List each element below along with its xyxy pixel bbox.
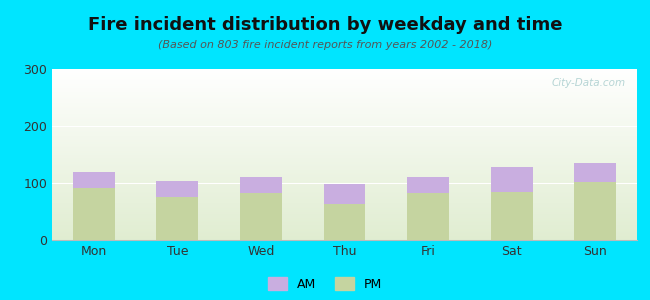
Bar [407, 177, 449, 193]
Text: City-Data.com: City-Data.com [551, 77, 625, 88]
Bar [240, 177, 282, 193]
Bar [575, 163, 616, 182]
Text: Fire incident distribution by weekday and time: Fire incident distribution by weekday an… [88, 16, 562, 34]
Bar [73, 188, 114, 240]
Bar [491, 167, 532, 191]
Bar [73, 172, 114, 188]
Text: (Based on 803 fire incident reports from years 2002 - 2018): (Based on 803 fire incident reports from… [158, 40, 492, 50]
Bar [575, 182, 616, 240]
Bar [324, 204, 365, 240]
Bar [491, 191, 532, 240]
Bar [324, 184, 365, 204]
Bar [157, 181, 198, 197]
Bar [240, 193, 282, 240]
Bar [157, 197, 198, 240]
Legend: AM, PM: AM, PM [268, 277, 382, 291]
Bar [407, 193, 449, 240]
